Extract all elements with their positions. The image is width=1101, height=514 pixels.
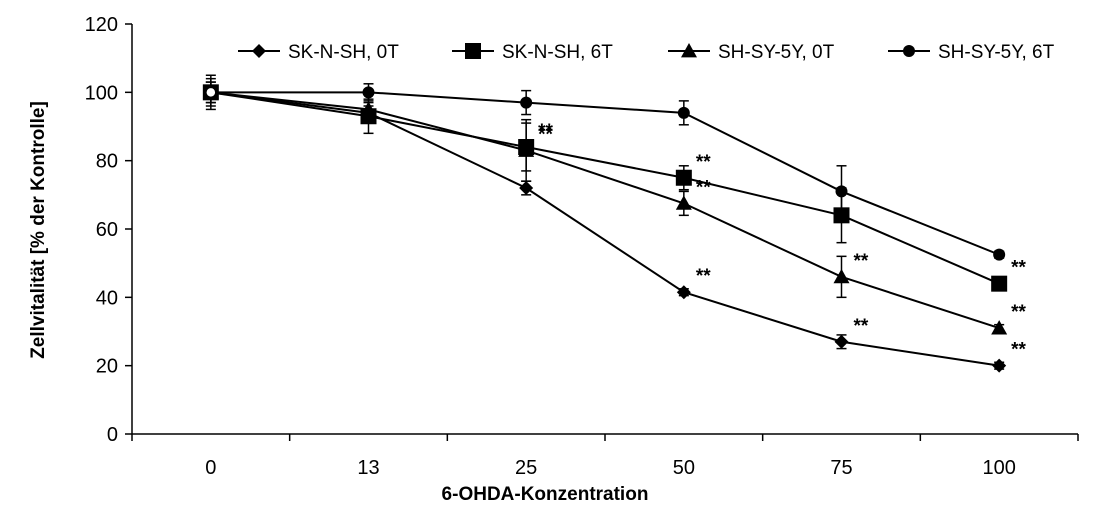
legend-triangle-marker bbox=[681, 43, 697, 58]
y-tick-label: 100 bbox=[85, 82, 118, 104]
series-line bbox=[210, 91, 1000, 367]
significance-label: ** bbox=[1011, 258, 1026, 279]
data-point-diamond-marker bbox=[676, 285, 691, 300]
data-point-triangle-marker bbox=[518, 142, 535, 157]
significance-label: ** bbox=[696, 177, 711, 198]
legend-circle-marker bbox=[903, 45, 915, 57]
series-line bbox=[210, 91, 1000, 330]
series-line bbox=[210, 91, 1000, 256]
significance-label: ** bbox=[696, 266, 711, 287]
legend-entry: SH-SY-5Y, 6T bbox=[888, 42, 1055, 63]
series-line bbox=[210, 91, 1000, 285]
data-point-triangle-marker bbox=[833, 268, 850, 284]
significance-label: ** bbox=[538, 124, 553, 145]
legend-label: SH-SY-5Y, 0T bbox=[718, 42, 835, 63]
y-tick-label: 0 bbox=[107, 424, 118, 446]
data-point-diamond-marker bbox=[834, 334, 849, 349]
data-point-square-marker bbox=[675, 169, 692, 186]
x-axis-title: 6-OHDA-Konzentration bbox=[442, 484, 649, 505]
data-point-circle-marker bbox=[993, 248, 1006, 261]
significance-label: ** bbox=[1011, 340, 1026, 361]
legend-label: SH-SY-5Y, 6T bbox=[938, 42, 1055, 63]
x-tick-label: 100 bbox=[982, 457, 1015, 479]
significance-label: ** bbox=[854, 316, 869, 337]
significance-label: ** bbox=[696, 152, 711, 173]
origin-overlap-marker bbox=[205, 86, 217, 99]
x-tick-label: 50 bbox=[673, 457, 695, 479]
y-tick-label: 60 bbox=[96, 219, 118, 241]
data-point-diamond-marker bbox=[519, 181, 534, 195]
y-tick-label: 20 bbox=[96, 356, 118, 378]
data-point-circle-marker bbox=[835, 185, 848, 198]
legend-label: SK-N-SH, 0T bbox=[288, 42, 399, 63]
legend-entry: SK-N-SH, 6T bbox=[452, 42, 613, 63]
y-tick-label: 40 bbox=[96, 287, 118, 309]
y-tick-label: 120 bbox=[85, 14, 118, 36]
data-point-circle-marker bbox=[677, 106, 690, 119]
legend-square-marker bbox=[465, 43, 481, 59]
data-point-triangle-marker bbox=[675, 195, 692, 210]
data-point-square-marker bbox=[991, 275, 1008, 292]
legend-label: SK-N-SH, 6T bbox=[502, 42, 613, 63]
legend-entry: SH-SY-5Y, 0T bbox=[668, 42, 835, 63]
data-point-triangle-marker bbox=[360, 101, 377, 116]
series-3 bbox=[202, 81, 1008, 335]
x-tick-label: 25 bbox=[515, 457, 537, 479]
data-point-diamond-marker bbox=[992, 358, 1007, 373]
x-tick-label: 0 bbox=[205, 457, 216, 479]
y-tick-label: 80 bbox=[96, 151, 118, 173]
y-axis-title: Zellvitalität [% der Kontrolle] bbox=[28, 101, 49, 359]
x-tick-label: 75 bbox=[830, 457, 852, 479]
legend-entry: SK-N-SH, 0T bbox=[238, 42, 399, 63]
data-point-circle-marker bbox=[362, 86, 375, 99]
significance-label: ** bbox=[1011, 302, 1026, 323]
data-point-triangle-marker bbox=[991, 320, 1008, 335]
data-point-circle-marker bbox=[520, 96, 533, 109]
significance-label: ** bbox=[854, 251, 869, 272]
x-tick-label: 13 bbox=[357, 457, 379, 479]
significance-label: ** bbox=[538, 121, 553, 142]
legend-diamond-marker bbox=[252, 44, 266, 58]
